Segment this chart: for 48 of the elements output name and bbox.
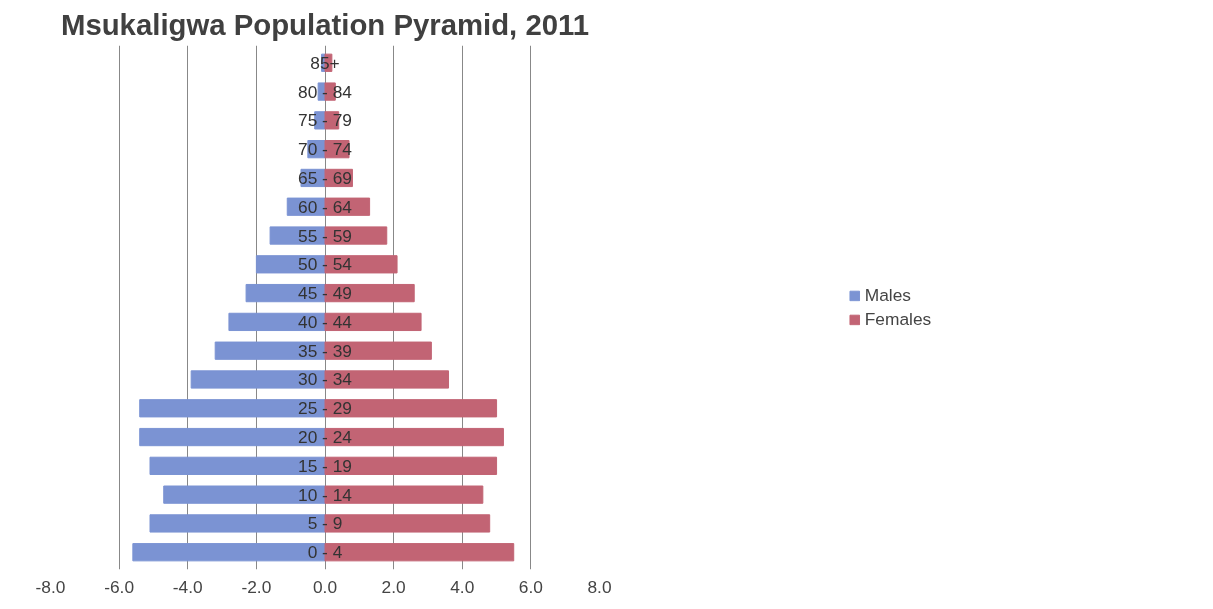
chart-title: Msukaligwa Population Pyramid, 2011 [60, 7, 590, 41]
bar [324, 514, 491, 533]
bar [324, 543, 515, 562]
bar [324, 456, 498, 475]
bar [139, 427, 326, 447]
y-tick-label: 20 - 24 [298, 427, 353, 448]
bar [324, 399, 498, 418]
bar [324, 427, 504, 447]
bar [324, 341, 432, 360]
x-tick-label: 6.0 [518, 576, 543, 597]
legend-label: Males [864, 284, 912, 306]
bar [132, 543, 326, 562]
y-tick-label: 35 - 39 [298, 340, 352, 361]
y-tick-label: 45 - 49 [298, 283, 352, 304]
bar [324, 255, 398, 274]
bar [324, 370, 450, 389]
x-tick-label: -2.0 [241, 576, 272, 597]
x-tick-label: -6.0 [104, 576, 135, 597]
x-tick-label: 2.0 [381, 576, 406, 597]
x-tick-label: -8.0 [35, 576, 66, 597]
bar [317, 82, 326, 101]
y-tick-label: 0 - 4 [307, 542, 343, 563]
y-tick-label: 25 - 29 [298, 398, 352, 419]
bar [149, 456, 326, 475]
y-tick-label: 15 - 19 [298, 455, 352, 476]
x-tick-label: 8.0 [587, 576, 612, 597]
bar [139, 399, 326, 418]
y-tick-label: 50 - 54 [298, 254, 353, 275]
bar [149, 514, 326, 533]
bar [190, 370, 326, 389]
legend-label: Females [864, 308, 932, 330]
bar [324, 283, 415, 303]
bar [228, 312, 326, 332]
x-tick-label: 0.0 [312, 576, 338, 597]
x-tick-label: -4.0 [172, 576, 203, 597]
y-tick-label: 30 - 34 [298, 369, 353, 390]
y-tick-label: 5 - 9 [307, 513, 343, 534]
y-tick-label: 60 - 64 [298, 196, 353, 217]
y-tick-label: 55 - 59 [298, 225, 352, 246]
y-tick-label: 10 - 14 [298, 484, 353, 505]
x-tick-label: 4.0 [450, 576, 475, 597]
y-tick-label: 40 - 44 [298, 311, 353, 332]
bar [324, 312, 422, 332]
bar [324, 485, 484, 504]
bar [214, 341, 326, 360]
bar [163, 485, 326, 504]
bar [324, 226, 388, 245]
bar [255, 255, 326, 274]
